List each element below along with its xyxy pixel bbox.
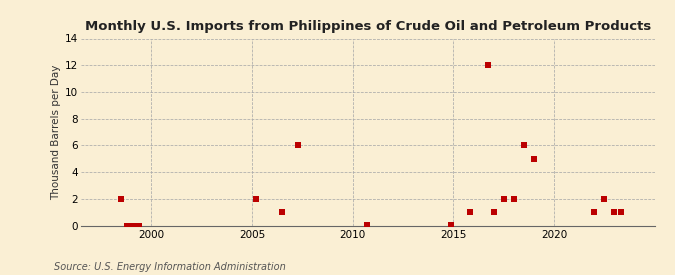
Point [599,197,610,201]
Point [446,223,457,227]
Point [128,223,139,228]
Point [589,210,600,214]
Text: Source: U.S. Energy Information Administration: Source: U.S. Energy Information Administ… [54,262,286,272]
Y-axis label: Thousand Barrels per Day: Thousand Barrels per Day [51,64,61,200]
Point [518,143,529,148]
Point [362,223,373,227]
Point [615,210,626,214]
Point [116,197,127,201]
Point [498,197,509,201]
Point [464,210,475,214]
Title: Monthly U.S. Imports from Philippines of Crude Oil and Petroleum Products: Monthly U.S. Imports from Philippines of… [85,20,651,33]
Point [508,197,519,201]
Point [250,197,261,201]
Point [293,143,304,148]
Point [134,223,144,228]
Point [488,210,499,214]
Point [122,223,133,228]
Point [482,63,493,67]
Point [277,210,288,214]
Point [609,210,620,214]
Point [529,156,539,161]
